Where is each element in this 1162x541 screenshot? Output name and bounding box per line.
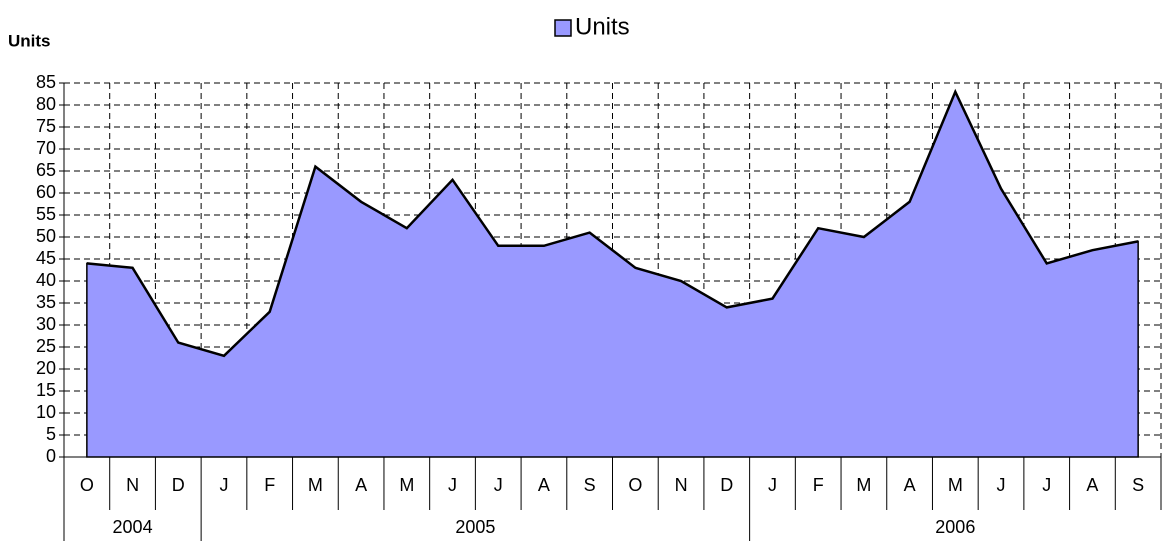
- y-tick-label: 50: [36, 226, 56, 246]
- x-tick-label: J: [219, 475, 228, 495]
- x-tick-label: M: [399, 475, 414, 495]
- y-tick-label: 75: [36, 116, 56, 136]
- x-tick-label: A: [1086, 475, 1098, 495]
- x-tick-label: J: [768, 475, 777, 495]
- x-tick-label: J: [448, 475, 457, 495]
- x-tick-label: J: [1042, 475, 1051, 495]
- y-axis-title: Units: [8, 31, 51, 50]
- y-tick-label: 30: [36, 314, 56, 334]
- y-tick-label: 40: [36, 270, 56, 290]
- group-label: 2004: [113, 517, 153, 537]
- x-tick-label: N: [675, 475, 688, 495]
- x-tick-label: D: [172, 475, 185, 495]
- y-tick-label: 35: [36, 292, 56, 312]
- y-tick-label: 20: [36, 358, 56, 378]
- y-tick-label: 45: [36, 248, 56, 268]
- y-tick-label: 15: [36, 380, 56, 400]
- x-tick-label: O: [628, 475, 642, 495]
- y-tick-label: 10: [36, 402, 56, 422]
- y-tick-label: 85: [36, 72, 56, 92]
- x-tick-label: A: [538, 475, 550, 495]
- area-line: [86, 88, 1139, 358]
- x-tick-label: O: [80, 475, 94, 495]
- x-tick-label: J: [997, 475, 1006, 495]
- x-tick-label: N: [126, 475, 139, 495]
- legend-swatch: [554, 19, 572, 37]
- y-tick-label: 60: [36, 182, 56, 202]
- x-tick-label: F: [264, 475, 275, 495]
- x-tick-label: A: [904, 475, 916, 495]
- x-tick-label: M: [948, 475, 963, 495]
- x-tick-label: S: [584, 475, 596, 495]
- x-tick-label: M: [308, 475, 323, 495]
- x-tick-label: D: [720, 475, 733, 495]
- x-tick-label: F: [813, 475, 824, 495]
- x-tick-label: A: [355, 475, 367, 495]
- x-tick-label: S: [1132, 475, 1144, 495]
- y-tick-label: 0: [46, 446, 56, 466]
- group-label: 2006: [935, 517, 975, 537]
- group-label: 2005: [455, 517, 495, 537]
- y-tick-label: 5: [46, 424, 56, 444]
- y-tick-label: 70: [36, 138, 56, 158]
- y-tick-label: 55: [36, 204, 56, 224]
- x-tick-label: J: [494, 475, 503, 495]
- y-tick-label: 80: [36, 94, 56, 114]
- x-tick-label: M: [856, 475, 871, 495]
- y-tick-label: 65: [36, 160, 56, 180]
- y-tick-label: 25: [36, 336, 56, 356]
- legend-label: Units: [575, 13, 630, 40]
